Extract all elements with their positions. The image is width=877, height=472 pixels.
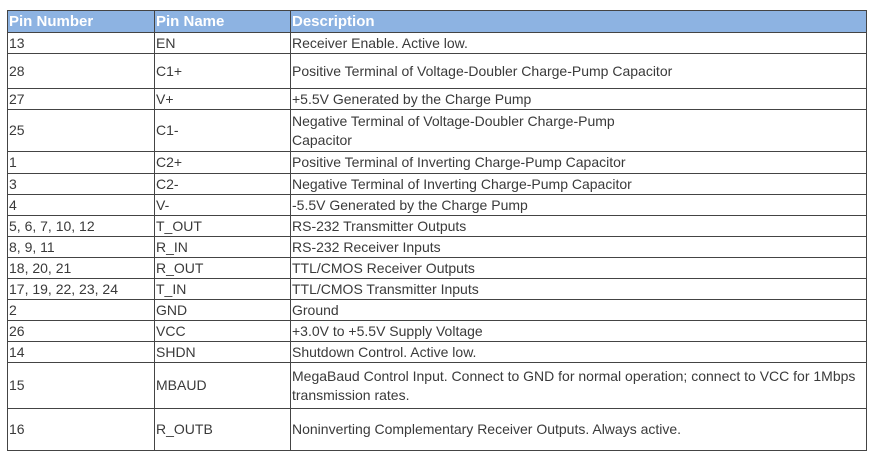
pin-name-cell: T_OUT [154, 215, 291, 237]
table-row: 4 V- -5.5V Generated by the Charge Pump [7, 194, 867, 216]
table-row: 5, 6, 7, 10, 12 T_OUT RS-232 Transmitter O… [7, 215, 867, 237]
table-row: 3 C2- Negative Terminal of Inverting Charg… [7, 173, 867, 195]
pin-number-cell: 25 [7, 109, 155, 152]
table-row: 25 C1- Negative Terminal of Voltage-Double… [7, 109, 867, 152]
pin-name-cell: VCC [154, 320, 291, 342]
header-pin-name: Pin Name [154, 10, 291, 33]
pin-number-cell: 8, 9, 11 [7, 236, 155, 258]
table-row: 18, 20, 21 R_OUT TTL/CMOS Receiver Outputs [7, 257, 867, 279]
description-cell: -5.5V Generated by the Charge Pump [290, 194, 867, 216]
description-cell: Receiver Enable. Active low. [290, 32, 867, 54]
description-cell: RS-232 Transmitter Outputs [290, 215, 867, 237]
header-pin-number: Pin Number [7, 10, 155, 33]
table-row: 28 C1+ Positive Terminal of Voltage-Double… [7, 53, 867, 89]
pin-name-cell: R_OUT [154, 257, 291, 279]
description-cell: +5.5V Generated by the Charge Pump [290, 88, 867, 110]
table-row: 17, 19, 22, 23, 24 T_IN TTL/CMOS Transmitt… [7, 278, 867, 300]
pin-name-cell: T_IN [154, 278, 291, 300]
pin-number-cell: 13 [7, 32, 155, 54]
table-row: 16 R_OUTB Noninverting Complementary Recei… [7, 408, 867, 451]
description-cell: MegaBaud Control Input. Connect to GND f… [290, 362, 867, 409]
pin-name-cell: R_IN [154, 236, 291, 258]
pin-name-cell: V+ [154, 88, 291, 110]
table-row: 8, 9, 11 R_IN RS-232 Receiver Inputs [7, 236, 867, 258]
pin-name-cell: C1+ [154, 53, 291, 89]
pin-number-cell: 17, 19, 22, 23, 24 [7, 278, 155, 300]
table-row: 15 MBAUD MegaBaud Control Input. Connect t… [7, 362, 867, 409]
pin-number-cell: 26 [7, 320, 155, 342]
pin-number-cell: 5, 6, 7, 10, 12 [7, 215, 155, 237]
description-cell: +3.0V to +5.5V Supply Voltage [290, 320, 867, 342]
table-row: 14 SHDN Shutdown Control. Active low. [7, 341, 867, 363]
pin-number-cell: 3 [7, 173, 155, 195]
description-cell: TTL/CMOS Transmitter Inputs [290, 278, 867, 300]
table-row: 27 V+ +5.5V Generated by the Charge Pump [7, 88, 867, 110]
pin-name-cell: V- [154, 194, 291, 216]
pin-name-cell: R_OUTB [154, 408, 291, 451]
pin-name-cell: MBAUD [154, 362, 291, 409]
description-cell: RS-232 Receiver Inputs [290, 236, 867, 258]
pin-number-cell: 4 [7, 194, 155, 216]
description-cell: Positive Terminal of Voltage-Doubler Cha… [290, 53, 867, 89]
pin-name-cell: SHDN [154, 341, 291, 363]
description-cell: Positive Terminal of Inverting Charge-Pu… [290, 151, 867, 174]
description-cell: TTL/CMOS Receiver Outputs [290, 257, 867, 279]
table-row: 2 GND Ground [7, 299, 867, 321]
pin-number-cell: 14 [7, 341, 155, 363]
pin-number-cell: 16 [7, 408, 155, 451]
table-row: 13 EN Receiver Enable. Active low. [7, 32, 867, 54]
description-cell: Ground [290, 299, 867, 321]
description-cell: Shutdown Control. Active low. [290, 341, 867, 363]
description-cell: Negative Terminal of Voltage-Doubler Cha… [290, 109, 867, 152]
pin-number-cell: 15 [7, 362, 155, 409]
pin-name-cell: EN [154, 32, 291, 54]
description-cell: Negative Terminal of Inverting Charge-Pu… [290, 173, 867, 195]
pin-name-cell: C2+ [154, 151, 291, 174]
pin-number-cell: 28 [7, 53, 155, 89]
description-cell: Noninverting Complementary Receiver Outp… [290, 408, 867, 451]
pin-number-cell: 27 [7, 88, 155, 110]
pin-name-cell: C1- [154, 109, 291, 152]
pin-name-cell: C2- [154, 173, 291, 195]
pin-number-cell: 18, 20, 21 [7, 257, 155, 279]
table-row: 1 C2+ Positive Terminal of Inverting Charg… [7, 151, 867, 174]
pin-name-cell: GND [154, 299, 291, 321]
pin-number-cell: 2 [7, 299, 155, 321]
pin-description-table: Pin Number Pin Name Description 13 EN Rece… [7, 10, 867, 451]
table-row: 26 VCC +3.0V to +5.5V Supply Voltage [7, 320, 867, 342]
table-header-row: Pin Number Pin Name Description [7, 10, 867, 33]
pin-number-cell: 1 [7, 151, 155, 174]
header-description: Description [290, 10, 867, 33]
